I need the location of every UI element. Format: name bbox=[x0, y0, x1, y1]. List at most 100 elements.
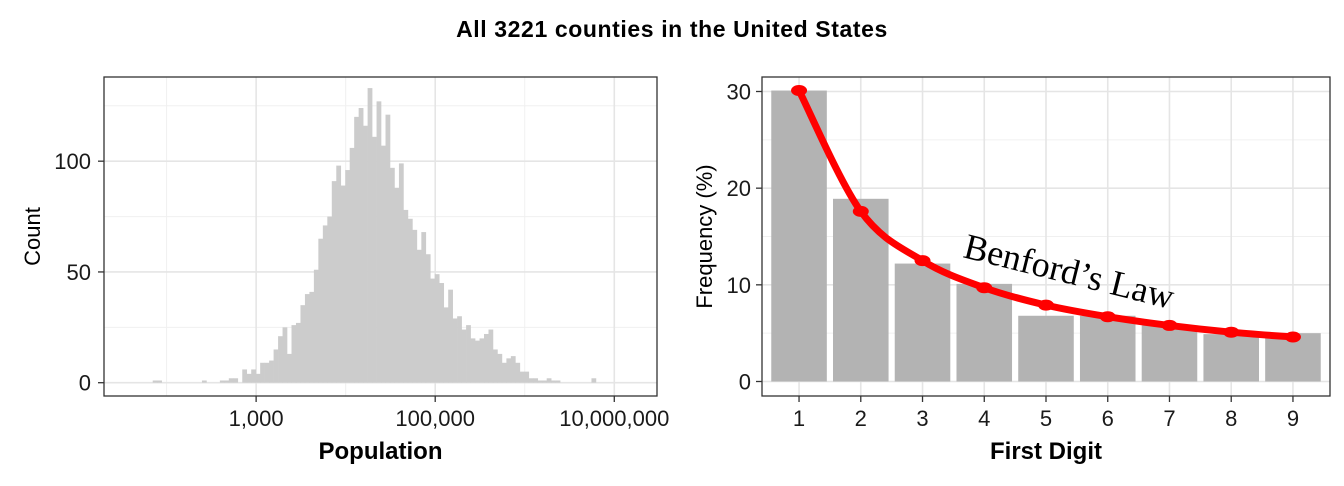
histogram-bar bbox=[551, 380, 556, 383]
histogram-bar bbox=[224, 380, 230, 383]
histogram-bar bbox=[264, 362, 270, 383]
histogram-bar bbox=[228, 378, 234, 383]
histogram-bar bbox=[484, 333, 489, 383]
histogram-bar bbox=[295, 322, 301, 383]
benford-point bbox=[976, 282, 993, 294]
y-tick-label: 0 bbox=[739, 370, 751, 395]
histogram-bar bbox=[416, 249, 422, 383]
y-tick-label: 10 bbox=[727, 273, 751, 298]
benford-point bbox=[791, 85, 808, 97]
digit-bar bbox=[833, 198, 889, 382]
x-tick-label: 3 bbox=[916, 406, 928, 431]
histogram-bar bbox=[479, 338, 485, 383]
histogram-bar bbox=[246, 373, 252, 383]
digit-bar bbox=[1018, 315, 1074, 382]
digit-bar bbox=[1141, 325, 1198, 382]
digit-bar bbox=[1203, 334, 1259, 382]
histogram-bar bbox=[157, 380, 162, 383]
digit-bar bbox=[956, 283, 1013, 382]
x-tick-label: 6 bbox=[1102, 406, 1114, 431]
histogram-bar bbox=[282, 327, 288, 383]
histogram-bar bbox=[152, 380, 158, 383]
histogram-bar bbox=[591, 378, 597, 383]
histogram-bar bbox=[443, 307, 449, 383]
y-tick-label: 20 bbox=[727, 176, 751, 201]
panel-border bbox=[103, 76, 658, 397]
histogram-bar bbox=[519, 371, 525, 383]
histogram-bar bbox=[201, 380, 207, 383]
histogram-bar bbox=[376, 101, 382, 383]
histogram-bar bbox=[313, 269, 319, 383]
histogram-panel: 0 50 100 1,000 100,000 10,000,000 Population Co… bbox=[20, 76, 669, 465]
histogram-bar bbox=[242, 369, 248, 383]
histogram-bar bbox=[515, 362, 521, 383]
histogram-bar bbox=[318, 238, 324, 383]
y-tick-label: 100 bbox=[54, 149, 91, 174]
histogram-bar bbox=[349, 147, 355, 383]
histogram-bar bbox=[278, 336, 283, 383]
histogram-bar bbox=[300, 305, 306, 383]
histogram-bar bbox=[439, 283, 445, 383]
histogram-bar bbox=[389, 167, 395, 383]
histogram-bar bbox=[425, 254, 431, 383]
histogram-bar bbox=[345, 170, 351, 383]
histogram-bar bbox=[381, 145, 386, 383]
digit-bar bbox=[771, 90, 827, 382]
y-axis-title: Frequency (%) bbox=[692, 164, 717, 308]
histogram-bar bbox=[452, 318, 458, 383]
x-tick-label: 5 bbox=[1040, 406, 1052, 431]
x-tick-label: 4 bbox=[978, 406, 990, 431]
benford-point bbox=[1099, 311, 1116, 323]
histogram-bar bbox=[506, 358, 512, 383]
histogram-bar bbox=[309, 291, 315, 383]
histogram-bar bbox=[537, 380, 543, 383]
histogram-bar bbox=[546, 378, 552, 383]
x-tick-label: 1,000 bbox=[229, 406, 284, 431]
digit-bar bbox=[894, 263, 951, 382]
histogram-bar bbox=[407, 218, 413, 383]
histogram-bar bbox=[372, 136, 377, 383]
x-tick-label: 9 bbox=[1287, 406, 1299, 431]
benford-point bbox=[852, 205, 869, 217]
histogram-bar bbox=[233, 378, 239, 383]
x-tick-label: 10,000,000 bbox=[559, 406, 669, 431]
histogram-bar bbox=[470, 338, 476, 383]
histogram-bar bbox=[434, 274, 440, 383]
histogram-bar bbox=[412, 229, 418, 383]
y-tick-label: 50 bbox=[67, 260, 91, 285]
x-tick-label: 1 bbox=[793, 406, 805, 431]
x-tick-label: 100,000 bbox=[395, 406, 475, 431]
histogram-bar bbox=[403, 209, 409, 383]
histogram-bar bbox=[367, 88, 373, 383]
x-axis-title: First Digit bbox=[990, 438, 1102, 465]
histogram-bar bbox=[358, 108, 364, 383]
benford-point bbox=[1161, 319, 1178, 331]
histogram-bar bbox=[331, 181, 337, 383]
x-tick-label: 8 bbox=[1225, 406, 1237, 431]
histogram-bar bbox=[501, 362, 507, 383]
benford-point bbox=[1284, 331, 1301, 343]
histogram-bar bbox=[327, 216, 333, 383]
x-axis-title: Population bbox=[319, 438, 443, 465]
benford-point bbox=[1223, 326, 1240, 338]
histogram-bar bbox=[398, 163, 404, 383]
histogram-bar bbox=[457, 316, 462, 383]
histogram-bar bbox=[542, 380, 547, 383]
x-tick-label: 2 bbox=[855, 406, 867, 431]
chart-title: All 3221 counties in the United States bbox=[456, 16, 888, 42]
histogram-bar bbox=[291, 325, 297, 383]
histogram-bar bbox=[219, 380, 225, 383]
histogram-bar bbox=[304, 294, 310, 383]
histogram-bar bbox=[488, 329, 494, 383]
histogram-bar bbox=[510, 356, 516, 383]
histogram-bar bbox=[533, 378, 539, 383]
histogram-bar bbox=[385, 114, 391, 383]
histogram-bar bbox=[251, 369, 256, 383]
histogram-bar bbox=[528, 378, 534, 383]
histogram-bar bbox=[466, 325, 471, 383]
histogram-bar bbox=[555, 380, 561, 383]
histogram-bar bbox=[461, 329, 467, 383]
histogram-bar bbox=[430, 278, 436, 383]
